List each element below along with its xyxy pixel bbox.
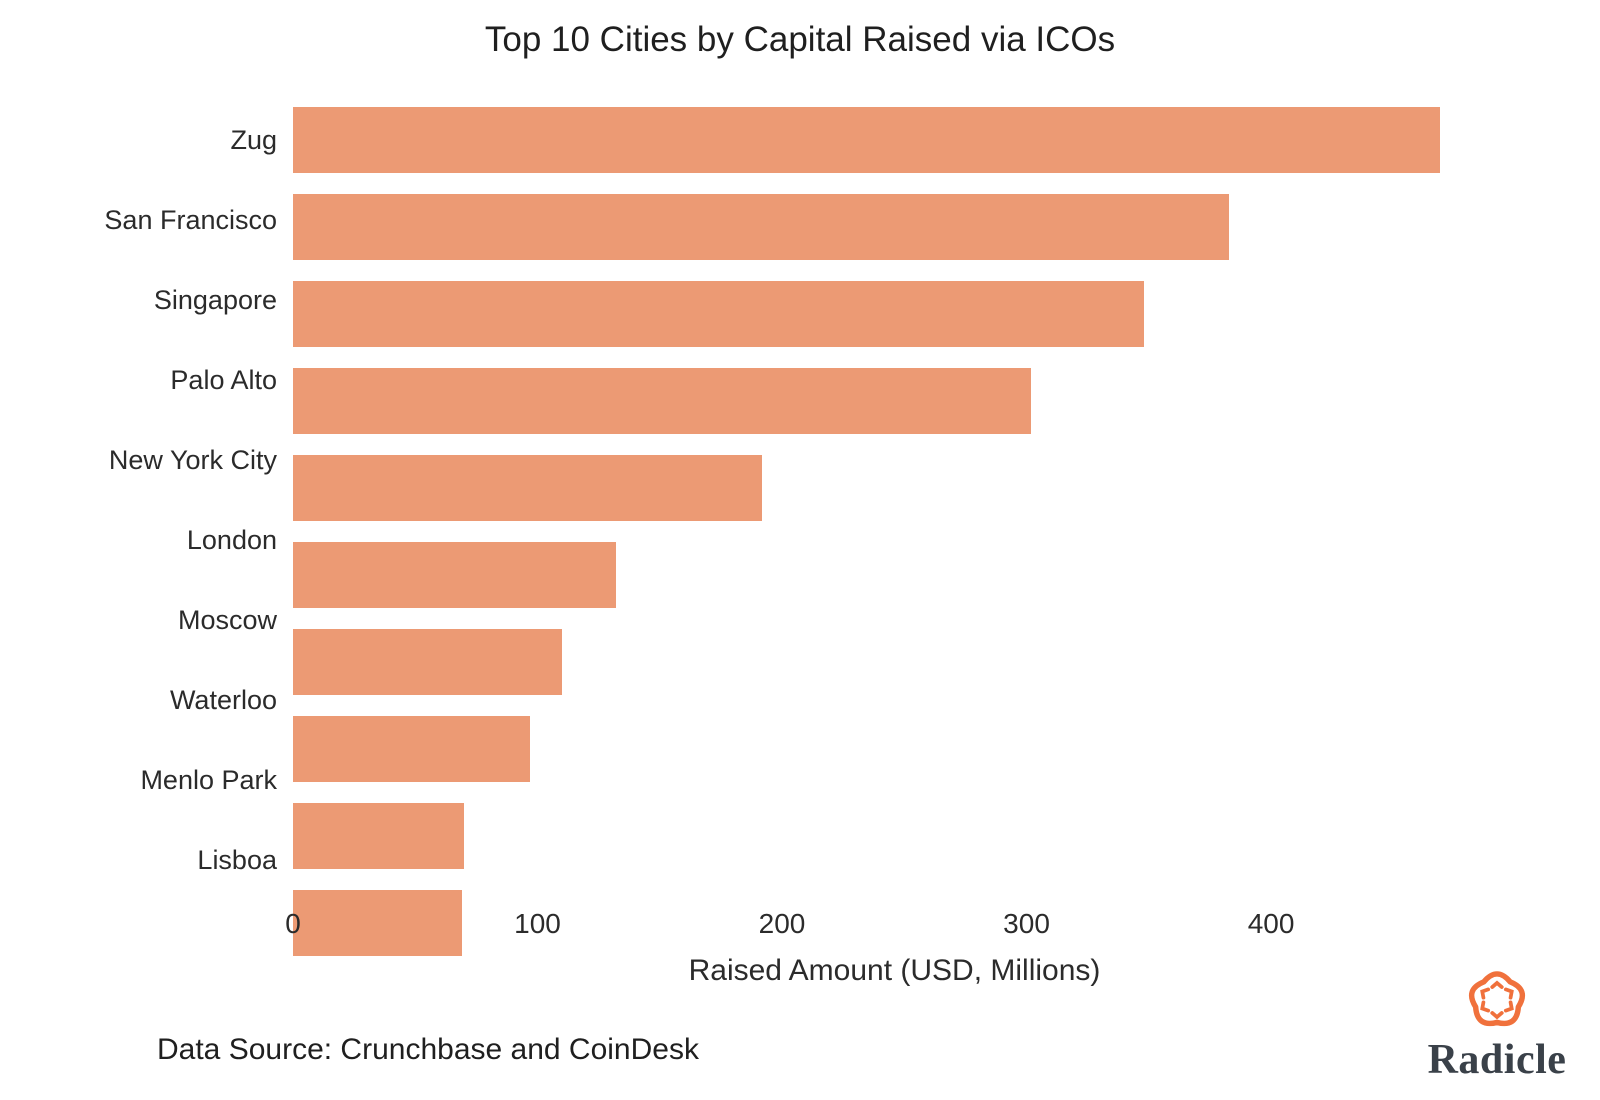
plot-area [293, 100, 1496, 956]
y-label-san-francisco: San Francisco [104, 205, 277, 235]
bar-waterloo [293, 716, 531, 782]
y-label-new-york-city: New York City [108, 445, 277, 475]
radicle-wordmark: Radicle [1427, 1037, 1567, 1083]
bar-row [293, 281, 1496, 361]
bar-san-francisco [293, 194, 1230, 260]
bar-row [293, 542, 1496, 622]
x-tick-0: 0 [285, 908, 301, 939]
y-label-singapore: Singapore [153, 285, 277, 315]
bar-row [293, 803, 1496, 883]
bar-menlo-park [293, 803, 465, 869]
bar-row [293, 716, 1496, 796]
bar-row [293, 368, 1496, 448]
radicle-logo: Radicle [1397, 966, 1597, 1084]
bar-palo-alto [293, 368, 1032, 434]
bar-row [293, 455, 1496, 535]
y-label-lisboa: Lisboa [197, 845, 277, 875]
bar-row [293, 107, 1496, 187]
bar-new-york-city [293, 455, 763, 521]
bar-lisboa [293, 890, 462, 956]
x-tick-400: 400 [1247, 908, 1295, 939]
y-label-waterloo: Waterloo [169, 685, 277, 715]
y-label-london: London [186, 525, 277, 555]
x-tick-100: 100 [514, 908, 561, 939]
data-source-note: Data Source: Crunchbase and CoinDesk [157, 1033, 699, 1066]
bar-row [293, 890, 1496, 970]
bar-row [293, 194, 1496, 274]
y-label-palo-alto: Palo Alto [170, 365, 277, 395]
y-label-menlo-park: Menlo Park [140, 765, 277, 795]
x-tick-200: 200 [758, 908, 806, 939]
bar-london [293, 542, 616, 608]
x-tick-300: 300 [1003, 908, 1050, 939]
y-label-moscow: Moscow [177, 605, 277, 635]
y-label-zug: Zug [230, 125, 277, 155]
y-axis-labels: Zug San Francisco Singapore Palo Alto Ne… [0, 100, 277, 900]
radicle-knot-icon [1468, 971, 1526, 1027]
chart-title: Top 10 Cities by Capital Raised via ICOs [484, 20, 1116, 59]
x-axis-label: Raised Amount (USD, Millions) [688, 954, 1101, 987]
bar-zug [293, 107, 1440, 173]
bar-singapore [293, 281, 1144, 347]
bar-row [293, 629, 1496, 709]
x-axis-ticks: 0 100 200 300 400 [285, 908, 1496, 948]
bar-moscow [293, 629, 562, 695]
